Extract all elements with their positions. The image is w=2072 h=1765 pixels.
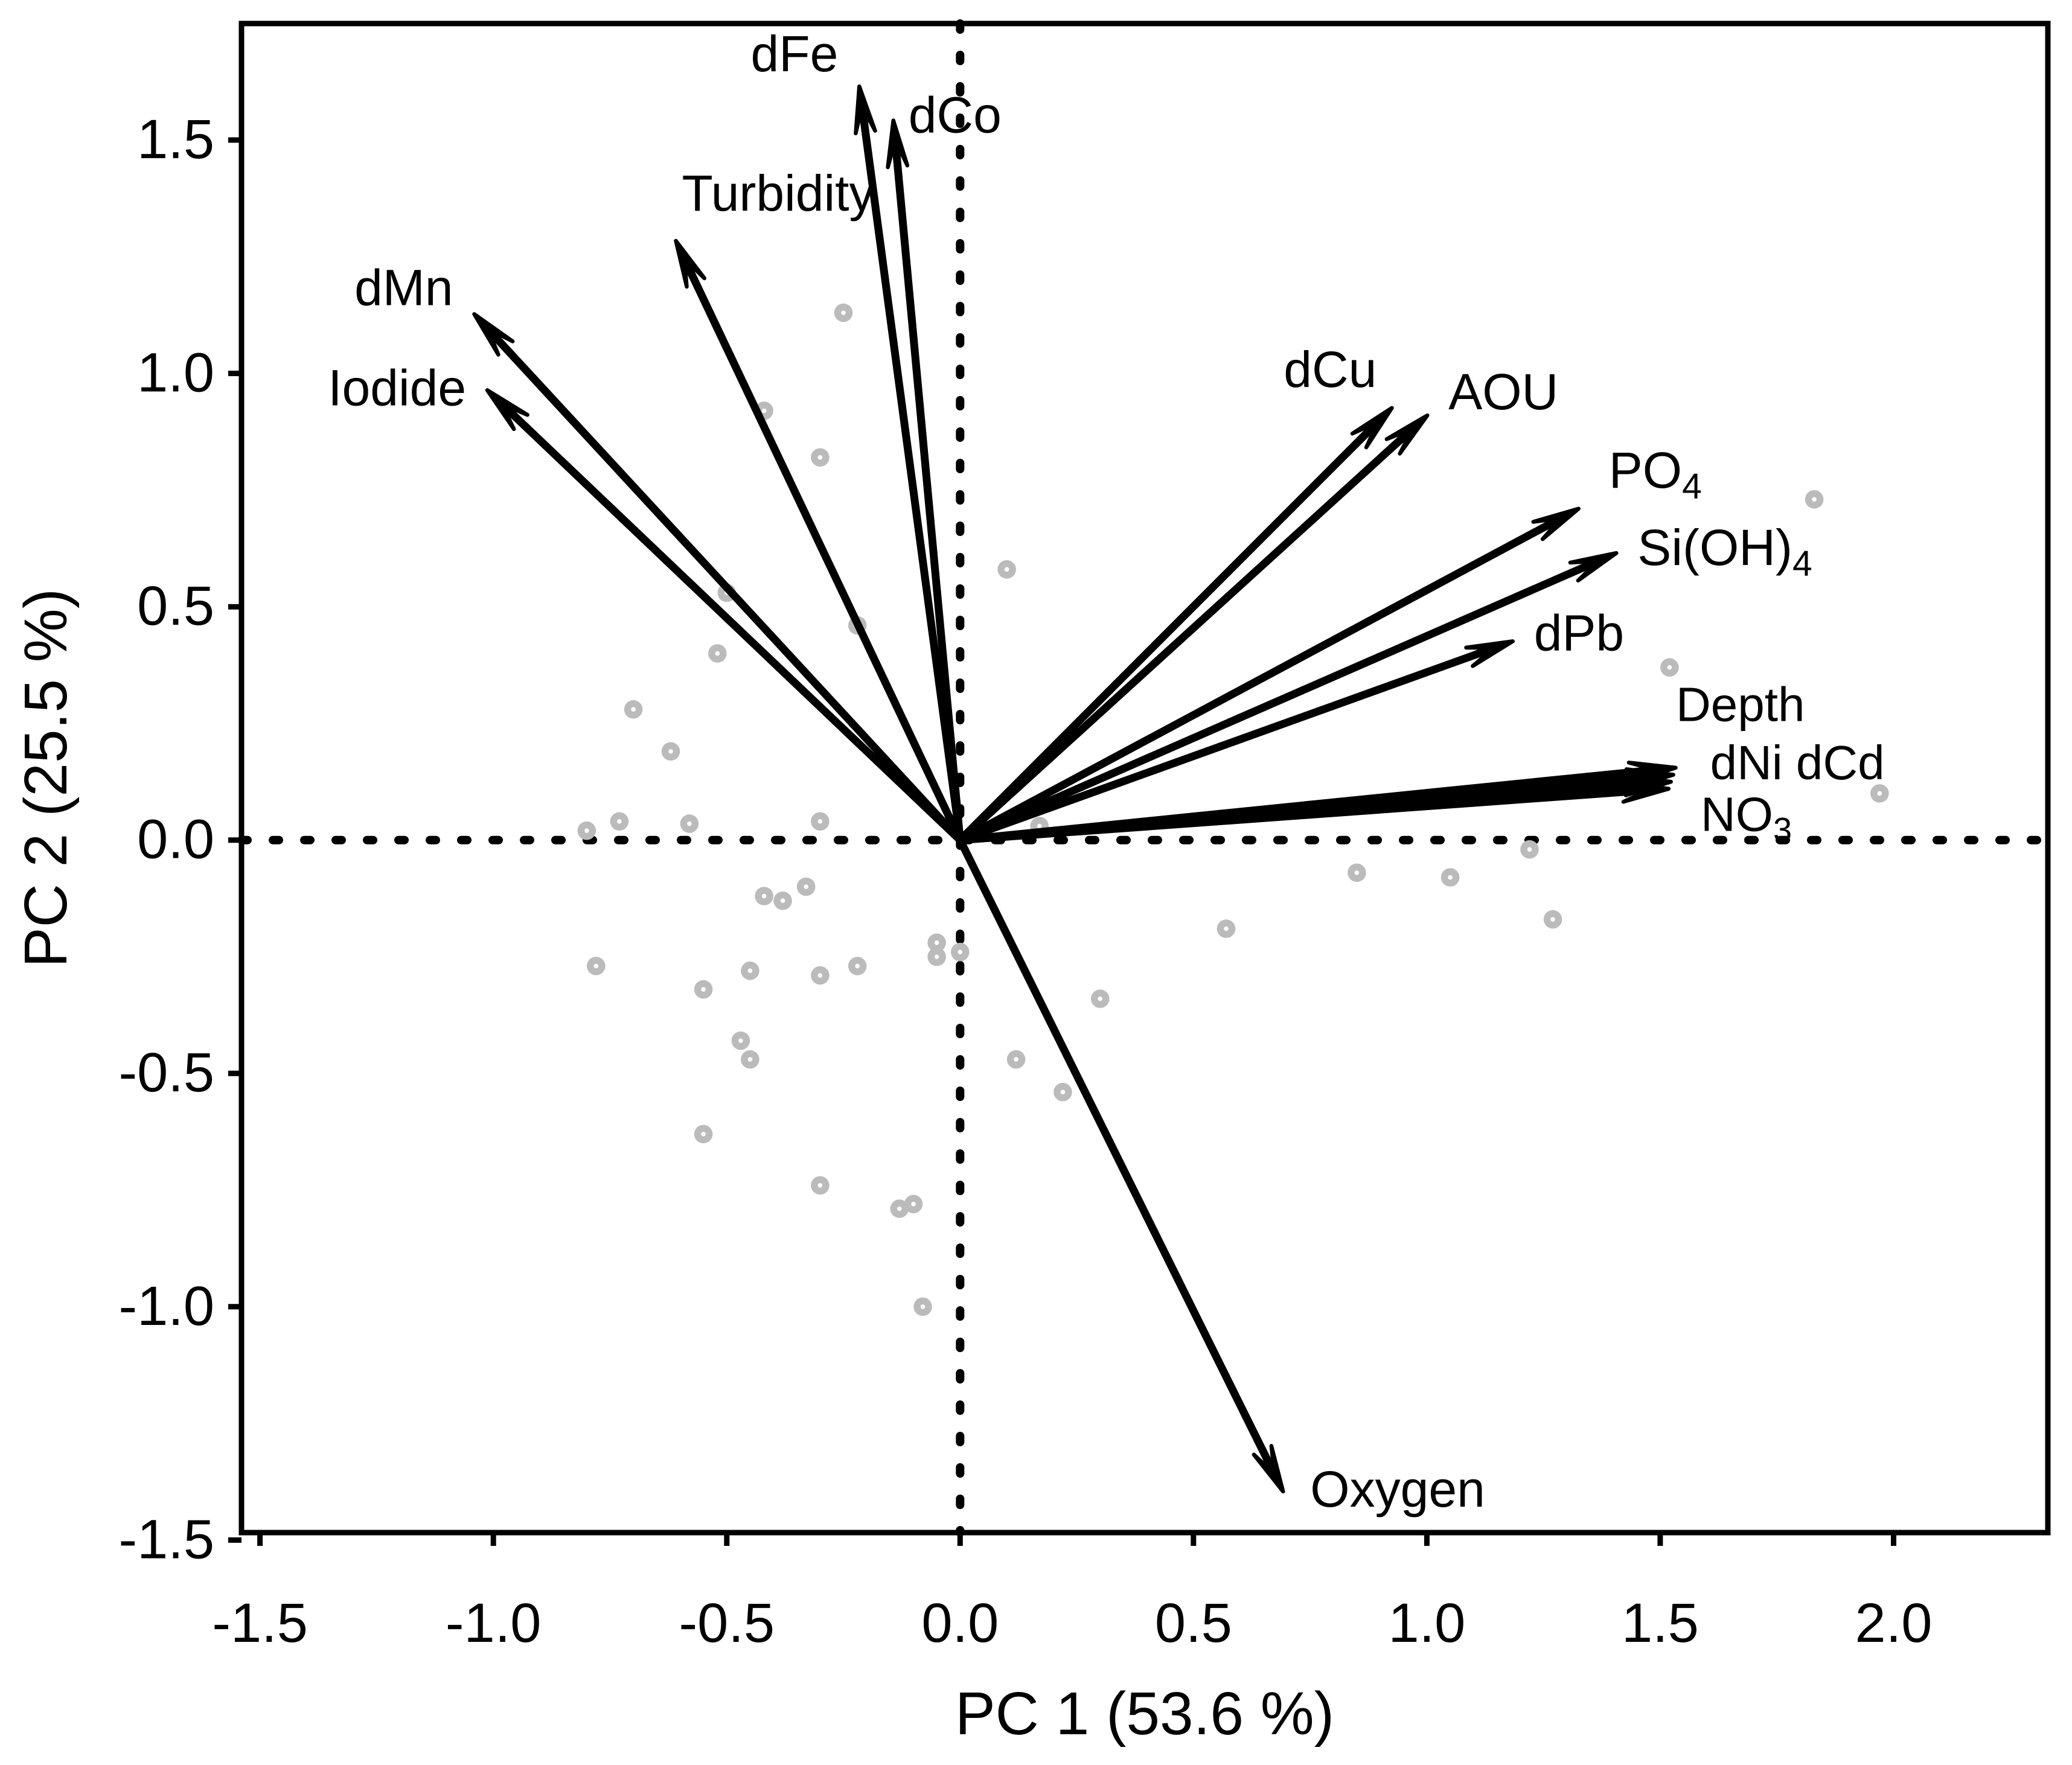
svg-text:2.0: 2.0 (1855, 1592, 1933, 1654)
svg-text:0.0: 0.0 (921, 1592, 999, 1654)
svg-text:0.5: 0.5 (1155, 1592, 1232, 1654)
svg-text:Depth: Depth (1676, 678, 1805, 732)
svg-text:-0.5: -0.5 (679, 1592, 775, 1654)
svg-text:1.0: 1.0 (1388, 1592, 1465, 1654)
svg-text:dPb: dPb (1534, 604, 1624, 661)
svg-text:1.0: 1.0 (137, 342, 214, 404)
svg-text:AOU: AOU (1448, 363, 1558, 420)
svg-text:1.5: 1.5 (137, 109, 214, 170)
svg-text:0.5: 0.5 (137, 575, 214, 637)
svg-text:dNi dCd: dNi dCd (1710, 736, 1885, 790)
svg-text:dFe: dFe (751, 25, 839, 82)
svg-text:-1.0: -1.0 (118, 1275, 214, 1337)
svg-text:Si(OH)4: Si(OH)4 (1637, 519, 1812, 584)
svg-text:-1.0: -1.0 (446, 1592, 542, 1654)
svg-text:dCo: dCo (909, 87, 1002, 144)
svg-text:1.5: 1.5 (1622, 1592, 1699, 1654)
svg-text:dMn: dMn (354, 259, 453, 316)
svg-text:-0.5: -0.5 (118, 1042, 214, 1103)
svg-text:Oxygen: Oxygen (1310, 1461, 1485, 1518)
svg-text:0.0: 0.0 (137, 809, 214, 870)
svg-text:-1.5: -1.5 (118, 1508, 214, 1570)
svg-text:Turbidity: Turbidity (682, 165, 875, 222)
svg-text:PC 1 (53.6 %): PC 1 (53.6 %) (955, 1680, 1334, 1747)
svg-text:Iodide: Iodide (328, 359, 466, 416)
svg-text:dCu: dCu (1284, 341, 1377, 398)
svg-text:PC 2 (25.5 %): PC 2 (25.5 %) (12, 589, 80, 968)
svg-text:-1.5: -1.5 (212, 1592, 308, 1654)
